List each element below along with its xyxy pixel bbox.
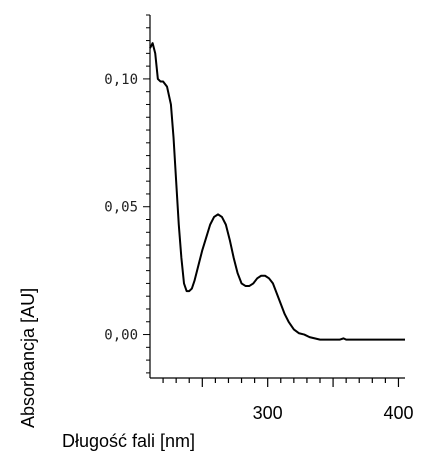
y-axis: 0,00 0,05 0,10 xyxy=(104,14,151,378)
plot-area xyxy=(149,42,405,341)
series-line-1 xyxy=(149,42,405,341)
y-tick-label: 0,05 xyxy=(104,200,138,216)
x-tick-label: 300 xyxy=(253,403,283,423)
y-tick-label: 0,10 xyxy=(104,72,138,88)
x-axis: 300 400 xyxy=(150,377,413,423)
x-axis-title: Długość fali [nm] xyxy=(62,431,195,451)
x-tick-label: 400 xyxy=(383,403,413,423)
y-axis-title: Absorbancja [AU] xyxy=(18,288,38,428)
y-tick-label: 0,00 xyxy=(104,328,138,344)
